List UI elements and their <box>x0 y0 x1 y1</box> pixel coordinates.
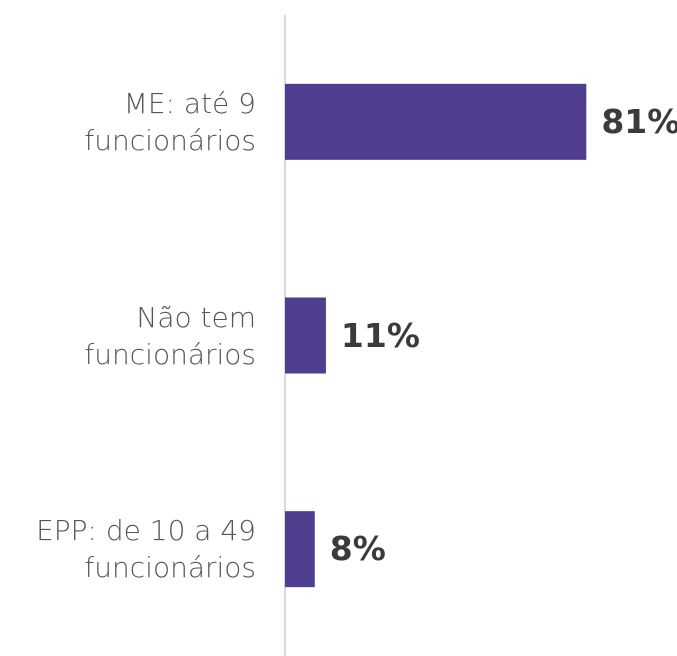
category-label: Não tem funcionários <box>84 300 256 371</box>
category-label: EPP: de 10 a 49 funcionários <box>36 514 256 585</box>
bar <box>285 297 326 374</box>
value-label: 11% <box>340 315 420 355</box>
value-label: 8% <box>329 529 386 569</box>
bar <box>285 511 315 588</box>
category-label: ME: até 9 funcionários <box>84 86 256 157</box>
value-label: 81% <box>601 101 677 141</box>
bar <box>285 83 587 160</box>
